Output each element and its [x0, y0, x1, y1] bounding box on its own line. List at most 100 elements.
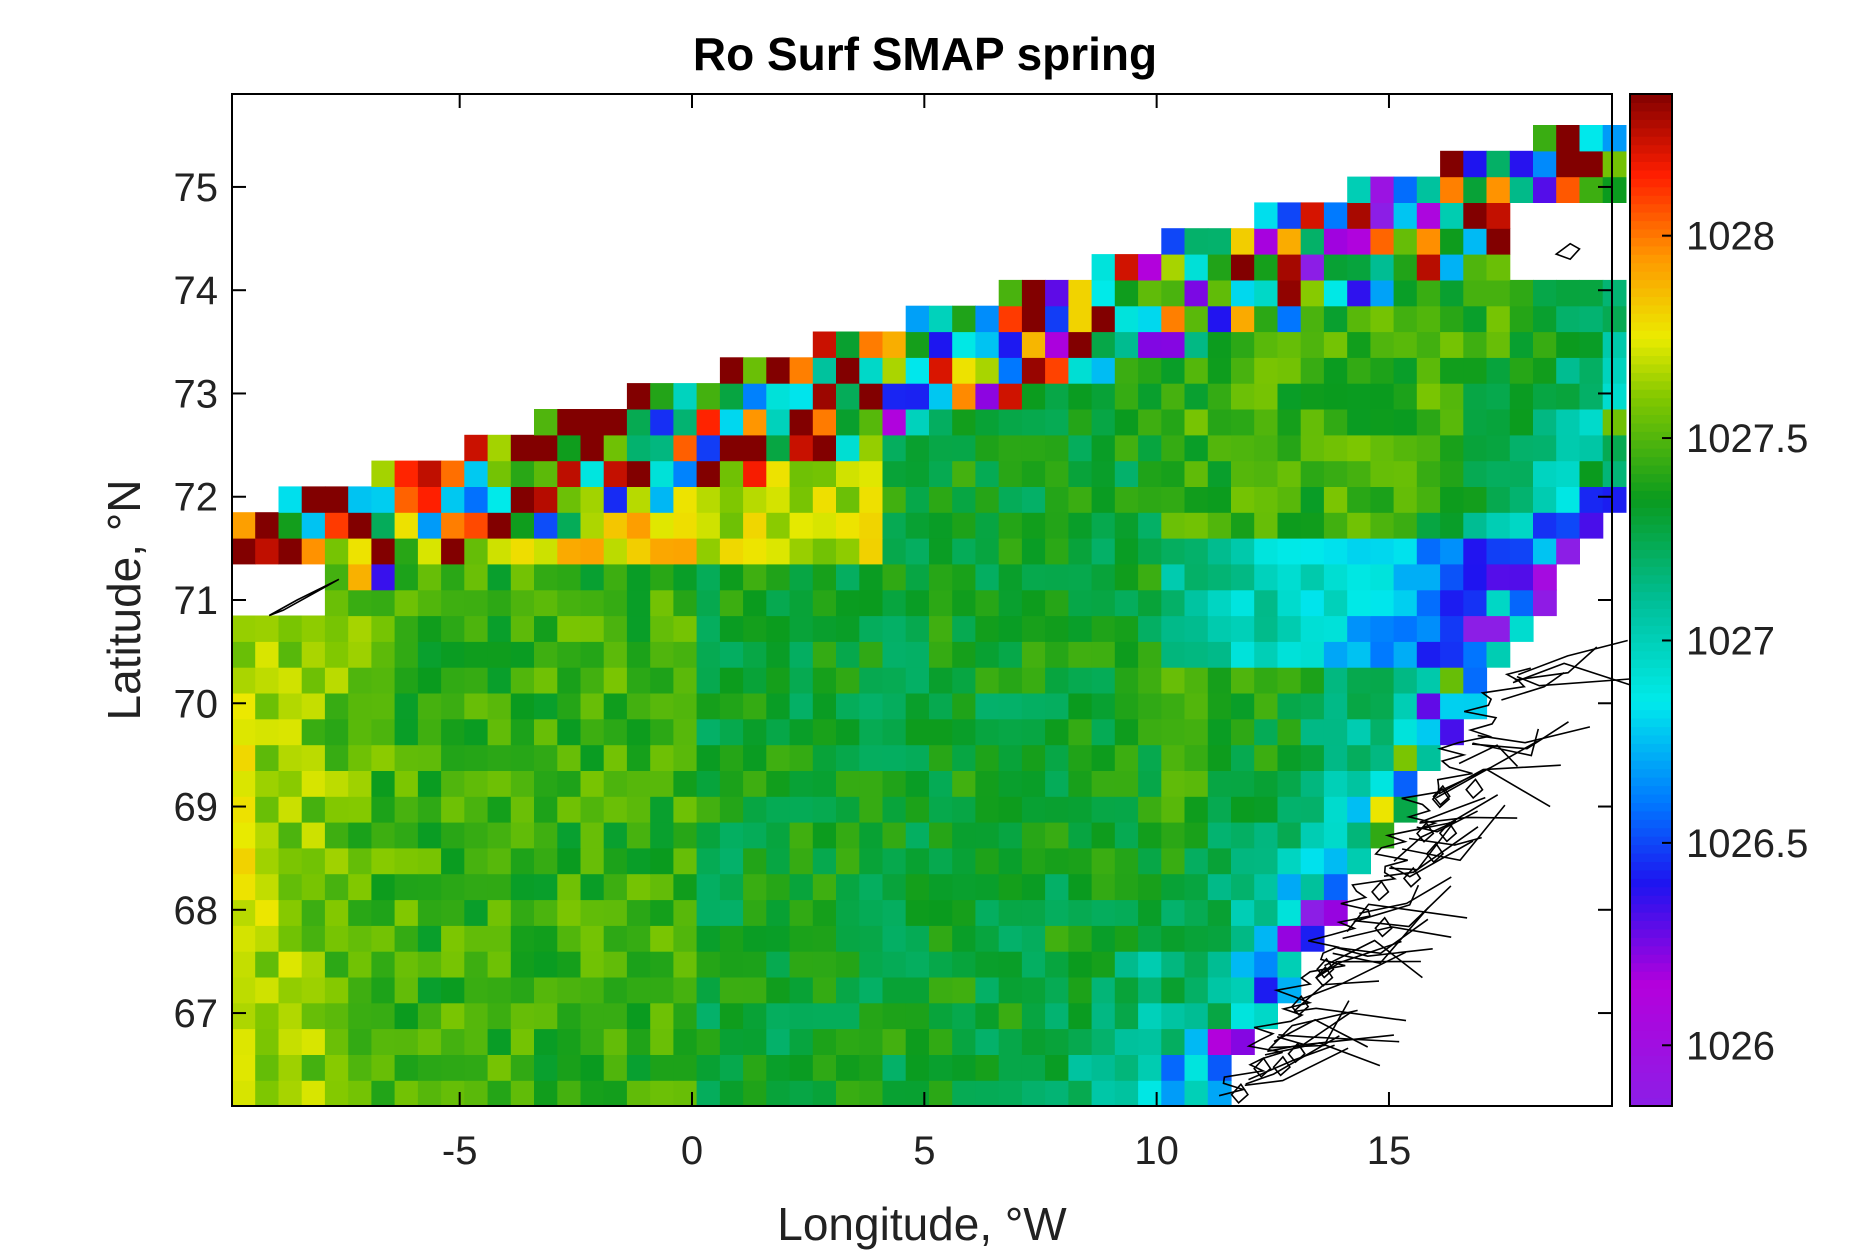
heatmap-cell	[301, 718, 326, 746]
heatmap-cell	[1114, 589, 1139, 617]
heatmap-cell	[1068, 434, 1093, 462]
heatmap-cell	[1393, 692, 1418, 720]
heatmap-cell	[812, 460, 837, 487]
colorbar-segment	[1630, 212, 1672, 222]
heatmap-cell	[324, 1080, 349, 1107]
heatmap-cell	[348, 563, 372, 591]
heatmap-cell	[1091, 434, 1116, 462]
heatmap-cell	[580, 512, 605, 539]
heatmap-cell	[1231, 383, 1255, 410]
heatmap-cell	[1021, 434, 1046, 462]
heatmap-cell	[1045, 667, 1069, 694]
heatmap-cell	[1277, 202, 1302, 229]
heatmap-cell	[1440, 486, 1464, 513]
heatmap-cell	[1207, 331, 1232, 358]
heatmap-cell	[1091, 1002, 1116, 1030]
heatmap-cell	[1091, 512, 1116, 539]
heatmap-cell	[278, 822, 303, 849]
heatmap-cell	[510, 873, 535, 901]
heatmap-cell	[673, 847, 698, 875]
colorbar-segment	[1630, 912, 1672, 921]
heatmap-cell	[232, 667, 256, 694]
colorbar-segment	[1630, 1097, 1672, 1107]
heatmap-cell	[719, 718, 744, 746]
colorbar-segment	[1630, 169, 1672, 179]
heatmap-cell	[789, 667, 814, 694]
heatmap-cell	[836, 512, 860, 539]
heatmap-cell	[929, 1028, 953, 1055]
heatmap-cell	[1393, 383, 1418, 410]
heatmap-cell	[1231, 434, 1255, 462]
heatmap-cell	[836, 434, 860, 462]
heatmap-cell	[1068, 718, 1093, 746]
heatmap-cell	[1370, 409, 1395, 436]
heatmap-cell	[1138, 873, 1162, 901]
heatmap-cell	[1207, 615, 1232, 642]
heatmap-cell	[1440, 615, 1464, 642]
heatmap-cell	[324, 899, 349, 926]
heatmap-cell	[789, 951, 814, 978]
heatmap-cell	[510, 589, 535, 617]
heatmap-cell	[766, 589, 791, 617]
heatmap-cell	[952, 460, 976, 487]
y-tick-label: 67	[174, 992, 219, 1036]
heatmap-cell	[417, 667, 442, 694]
heatmap-cell	[998, 615, 1023, 642]
heatmap-cell	[557, 615, 582, 642]
coastline-path	[1315, 940, 1402, 979]
heatmap-cell	[1323, 409, 1348, 436]
heatmap-cell	[998, 486, 1023, 513]
heatmap-cell	[1602, 357, 1627, 384]
heatmap-cell	[371, 976, 396, 1004]
heatmap-cell	[836, 976, 860, 1004]
heatmap-cell	[557, 873, 582, 901]
heatmap-cell	[1277, 512, 1302, 539]
heatmap-cell	[1509, 150, 1534, 178]
coastline-path	[1354, 885, 1452, 928]
heatmap-cell	[324, 770, 349, 797]
heatmap-cell	[696, 615, 721, 642]
heatmap-cell	[789, 744, 814, 771]
heatmap-cell	[1254, 822, 1278, 849]
heatmap-cell	[324, 486, 349, 513]
heatmap-cell	[1091, 847, 1116, 875]
heatmap-cell	[673, 1080, 698, 1107]
colorbar-segment	[1630, 962, 1672, 972]
colorbar-segment	[1630, 237, 1672, 247]
colorbar-segment	[1630, 642, 1672, 652]
heatmap-cell	[836, 1080, 860, 1107]
heatmap-cell	[743, 512, 767, 539]
heatmap-cell	[1184, 951, 1209, 978]
colorbar-segment	[1630, 869, 1672, 879]
heatmap-cell	[464, 512, 489, 539]
heatmap-cell	[1602, 383, 1627, 410]
heatmap-cell	[1114, 1054, 1139, 1081]
heatmap-cell	[487, 1002, 512, 1030]
heatmap-cell	[696, 667, 721, 694]
heatmap-cell	[1114, 744, 1139, 771]
heatmap-cell	[1138, 667, 1162, 694]
heatmap-cell	[626, 796, 651, 823]
heatmap-cell	[1602, 486, 1627, 513]
coastline-path	[1431, 787, 1451, 809]
heatmap-cell	[1091, 925, 1116, 952]
heatmap-cell	[836, 744, 860, 771]
heatmap-cell	[673, 692, 698, 720]
heatmap-cell	[1138, 822, 1162, 849]
colorbar-segment	[1630, 692, 1672, 702]
heatmap-cell	[859, 692, 884, 720]
y-tick-label: 68	[174, 889, 219, 933]
heatmap-cell	[1068, 357, 1093, 384]
heatmap-cell	[743, 1054, 767, 1081]
colorbar-segment	[1630, 659, 1672, 668]
heatmap-cell	[1347, 692, 1371, 720]
heatmap-cell	[255, 512, 279, 539]
heatmap-cell	[905, 486, 930, 513]
coastline-path	[1435, 768, 1551, 808]
y-axis-label: Latitude, °N	[98, 480, 150, 721]
heatmap-cell	[464, 615, 489, 642]
heatmap-cell	[812, 1054, 837, 1081]
colorbar	[1629, 93, 1673, 1107]
heatmap-cell	[859, 460, 884, 487]
heatmap-cell	[557, 460, 582, 487]
